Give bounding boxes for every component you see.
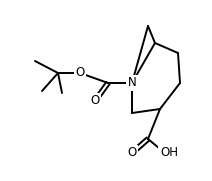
Text: O: O — [90, 94, 100, 108]
Text: OH: OH — [160, 146, 178, 159]
Text: N: N — [128, 77, 136, 89]
Text: O: O — [127, 146, 137, 159]
Text: O: O — [75, 66, 85, 79]
